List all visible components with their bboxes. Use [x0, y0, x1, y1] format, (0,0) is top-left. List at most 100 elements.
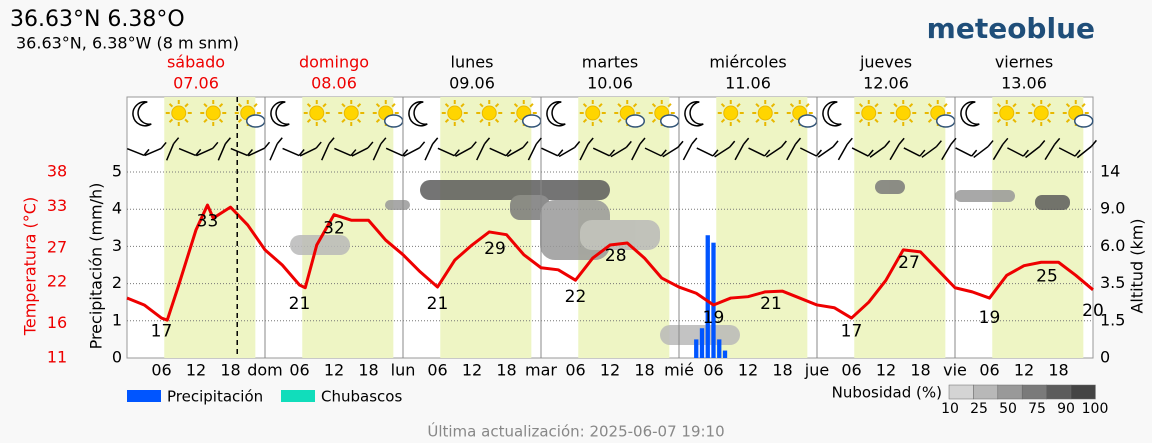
wind-barb-flag — [1090, 139, 1097, 147]
ray — [253, 103, 258, 108]
wind-barb — [230, 147, 248, 157]
wind-barb-flag — [224, 137, 232, 145]
ray — [460, 103, 465, 108]
y2-tick-label: 3.5 — [1100, 273, 1125, 292]
wind-barb — [321, 143, 330, 161]
cloud — [625, 114, 645, 128]
daylight — [854, 97, 946, 358]
sun — [999, 105, 1015, 121]
ray — [1046, 118, 1052, 123]
cloud-swatch — [997, 384, 1023, 400]
wind-barb — [506, 146, 524, 158]
ray — [736, 118, 741, 123]
day-abbr: lun — [391, 361, 416, 380]
sun — [343, 105, 359, 121]
temperature-label: 21 — [289, 294, 311, 314]
weather-icon — [1028, 100, 1055, 126]
ray — [858, 118, 864, 123]
ray — [203, 103, 208, 108]
temperature-label: 17 — [841, 322, 863, 342]
ray — [168, 118, 174, 123]
wind-barb — [126, 147, 145, 157]
ray — [237, 118, 243, 123]
weather-icon — [890, 100, 917, 126]
wind-barb-flag — [660, 149, 667, 157]
ray — [755, 118, 760, 123]
cloud-swatch — [1046, 384, 1072, 400]
logo: meteoblue — [927, 12, 1095, 45]
hour-label: 12 — [600, 361, 620, 380]
ray — [996, 103, 1002, 108]
day-date: 12.06 — [863, 74, 909, 93]
cloud — [798, 114, 818, 128]
hour-label: 12 — [324, 361, 344, 380]
weather-icon — [614, 100, 645, 128]
wind-barb-flag — [677, 140, 684, 148]
wind-barb-flag — [712, 149, 719, 157]
wind-barb — [372, 143, 382, 161]
wind-barb — [1007, 147, 1024, 157]
ray — [391, 103, 396, 108]
moon — [132, 101, 152, 127]
sun — [861, 105, 877, 121]
wind-barb-flag — [160, 141, 167, 149]
weather-icon — [372, 100, 404, 128]
day-date: 09.06 — [449, 74, 495, 93]
y2-tick-label: 14 — [1100, 162, 1120, 181]
wind-barb-flag — [846, 137, 853, 145]
hour-label: 18 — [634, 361, 654, 380]
temperature-label: 19 — [979, 308, 1001, 328]
sun — [895, 105, 911, 121]
y-tick-label: 4 — [112, 199, 122, 218]
day-date: 13.06 — [1001, 74, 1047, 93]
ray — [494, 118, 500, 123]
ray — [617, 118, 622, 123]
temperature-label: 21 — [760, 294, 782, 314]
precip-bar — [711, 242, 716, 358]
wind-barb — [786, 143, 797, 161]
precip-bar — [722, 350, 728, 358]
ray — [770, 118, 776, 123]
ray — [356, 118, 362, 123]
wind-barb — [869, 146, 886, 158]
wind-barb — [992, 143, 1004, 161]
weather-icon — [855, 100, 882, 126]
ray — [858, 103, 864, 108]
t-tick-label: 11 — [47, 348, 67, 367]
moon — [960, 101, 980, 127]
cloud — [522, 114, 542, 128]
wind-barb-flag — [328, 137, 335, 145]
sun — [205, 105, 221, 121]
day-abbr: jue — [804, 361, 829, 380]
ray — [529, 103, 534, 108]
weather-icon — [408, 101, 428, 127]
wind-barb-flag — [453, 149, 460, 157]
day-date: 11.06 — [725, 74, 771, 93]
cloud — [936, 114, 956, 128]
cloud-legend-label: 25 — [970, 401, 988, 417]
ray — [184, 118, 189, 123]
ray — [203, 118, 208, 123]
hour-label: 18 — [1048, 361, 1068, 380]
ray — [996, 118, 1002, 123]
cloud-legend-label: 10 — [941, 401, 959, 417]
weather-icon — [993, 100, 1020, 126]
weather-icon — [924, 100, 956, 128]
ray — [1012, 118, 1017, 123]
wind-barb-flag — [867, 149, 874, 157]
cloud-legend-label: 100 — [1082, 401, 1109, 417]
ray — [632, 103, 638, 108]
wind-barb — [351, 147, 369, 157]
cloud-legend-label: 75 — [1028, 401, 1046, 417]
wind-barb — [973, 145, 989, 159]
cloud-swatch — [948, 384, 974, 400]
hour-label: 06 — [979, 361, 999, 380]
weather-icon — [822, 101, 842, 127]
temperature-label: 17 — [151, 322, 173, 342]
wind-barb — [765, 146, 782, 158]
hour-label: 12 — [738, 361, 758, 380]
hour-label: 18 — [496, 361, 516, 380]
wind-barb — [941, 143, 952, 161]
moon — [408, 101, 428, 127]
wind-barb-flag — [950, 137, 957, 145]
